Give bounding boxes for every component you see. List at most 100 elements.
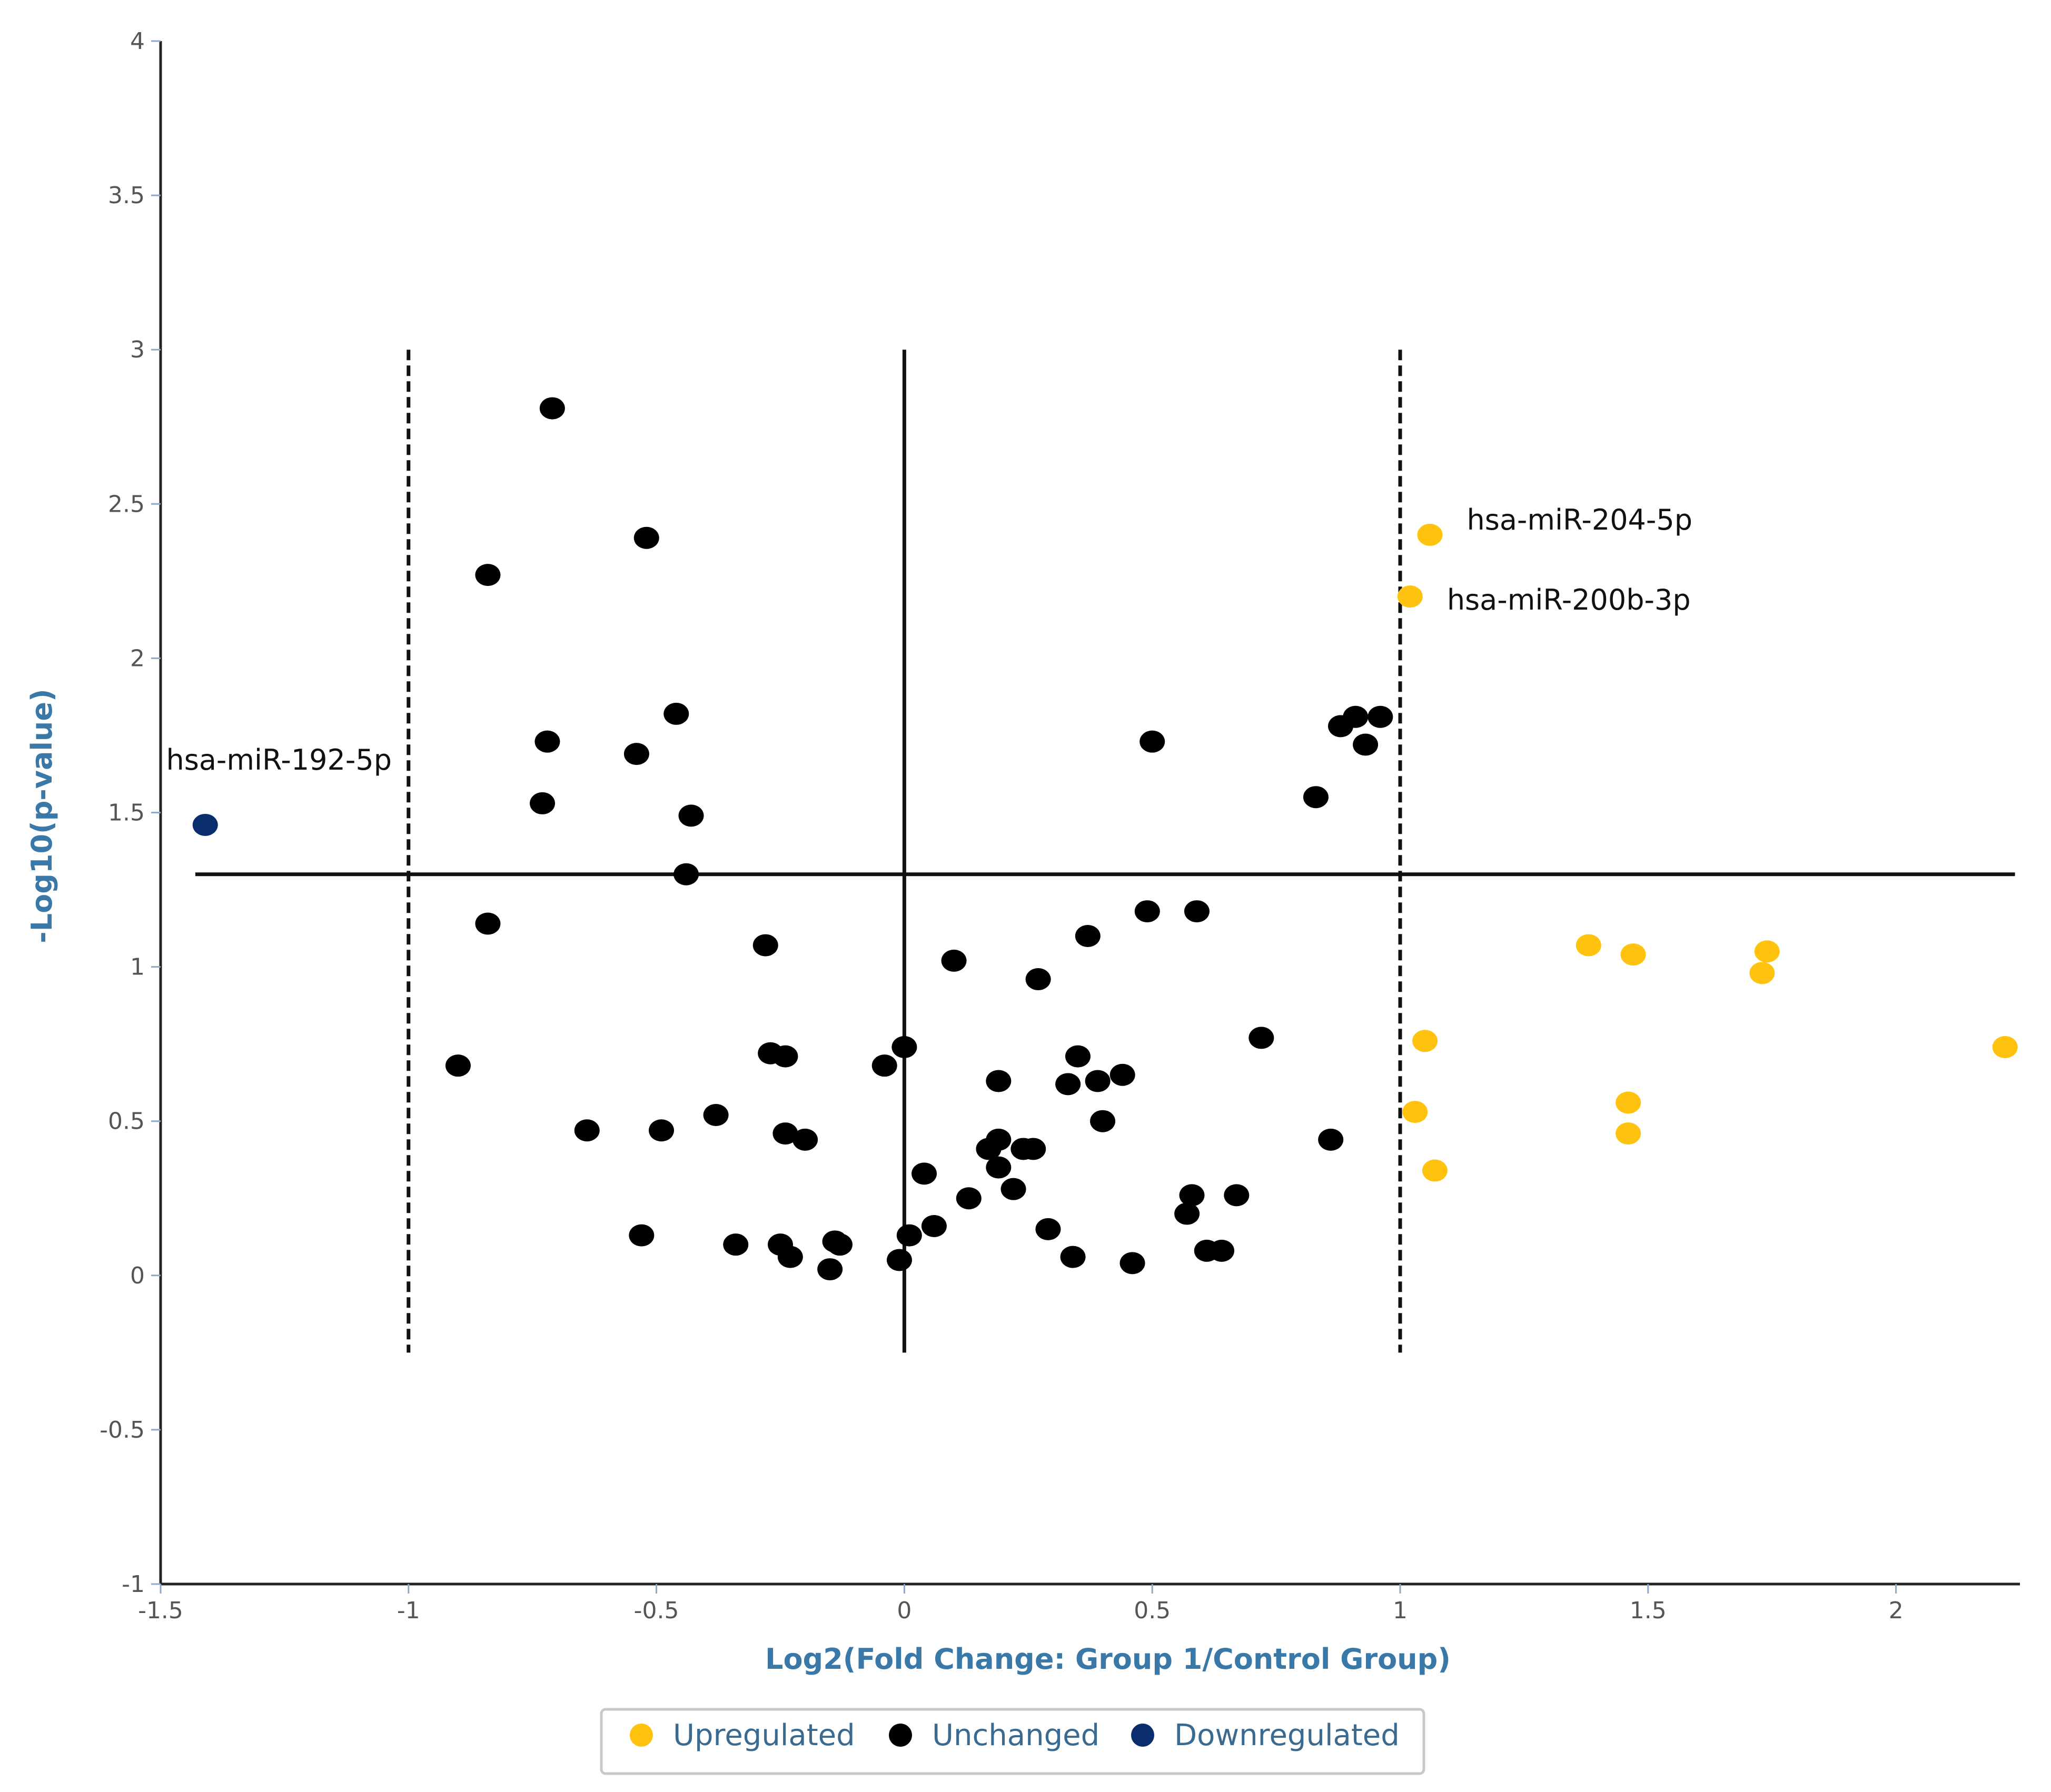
x-tick-label: 2 xyxy=(1889,1597,1904,1624)
y-axis-title: -Log10(p-value) xyxy=(25,689,58,943)
series-upregulated xyxy=(1397,523,2018,1182)
data-point xyxy=(574,1119,600,1142)
data-point xyxy=(777,1246,803,1268)
y-tick-label: 3 xyxy=(130,336,145,363)
data-point xyxy=(921,1215,947,1238)
data-point xyxy=(445,1054,471,1077)
data-point xyxy=(1368,705,1393,728)
data-point xyxy=(1134,900,1160,923)
data-point xyxy=(976,1138,1002,1160)
y-tick-label: 1 xyxy=(130,954,145,981)
data-point xyxy=(1075,924,1101,947)
data-point xyxy=(1318,1128,1344,1151)
y-tick-label: 4 xyxy=(130,28,145,55)
data-point xyxy=(1209,1239,1235,1262)
data-point xyxy=(1020,1138,1046,1160)
data-point xyxy=(986,1156,1012,1179)
legend: Upregulated Unchanged Downregulated xyxy=(600,1708,1425,1775)
legend-label: Unchanged xyxy=(932,1718,1099,1753)
data-point xyxy=(703,1103,729,1126)
data-point xyxy=(1109,1063,1135,1086)
data-point xyxy=(1184,900,1210,923)
data-point xyxy=(1174,1202,1200,1225)
data-point xyxy=(1749,962,1775,984)
data-point xyxy=(871,1054,897,1077)
legend-label: Downregulated xyxy=(1174,1718,1400,1753)
x-tick-label: 1 xyxy=(1393,1597,1408,1624)
data-point xyxy=(1060,1246,1086,1268)
data-point xyxy=(1000,1178,1026,1200)
point-annotation: hsa-miR-204-5p xyxy=(1467,503,1692,536)
y-tick-label: 2 xyxy=(130,645,145,672)
data-point xyxy=(623,743,649,765)
data-point xyxy=(1343,705,1369,728)
legend-marker xyxy=(630,1724,653,1747)
data-point xyxy=(1090,1110,1116,1132)
data-point xyxy=(1616,1091,1641,1114)
data-point xyxy=(1025,968,1051,991)
legend-items: Upregulated Unchanged Downregulated xyxy=(630,1718,1400,1753)
data-point xyxy=(678,804,704,827)
data-point xyxy=(1249,1027,1274,1049)
data-point xyxy=(827,1233,853,1256)
data-point xyxy=(1992,1036,2018,1059)
data-point xyxy=(1422,1159,1448,1182)
x-tick-label: 0 xyxy=(897,1597,911,1624)
x-tick-label: 1.5 xyxy=(1630,1597,1667,1624)
data-point xyxy=(663,702,689,725)
reference-lines xyxy=(195,350,2015,1353)
data-point xyxy=(1179,1184,1205,1207)
data-point xyxy=(752,934,778,957)
data-point xyxy=(1224,1184,1250,1207)
data-point xyxy=(475,564,501,586)
data-point xyxy=(986,1070,1012,1092)
y-tick-label: 2.5 xyxy=(108,491,145,517)
x-tick-label: -1 xyxy=(397,1597,420,1624)
legend-marker xyxy=(889,1724,912,1747)
data-point xyxy=(891,1036,917,1059)
data-point xyxy=(1412,1030,1438,1052)
data-point xyxy=(633,526,659,549)
data-point xyxy=(1119,1252,1145,1275)
x-tick-label: 0.5 xyxy=(1134,1597,1171,1624)
legend-box xyxy=(600,1708,1425,1775)
data-point xyxy=(911,1162,937,1185)
y-tick-label: -1 xyxy=(122,1571,145,1598)
data-point xyxy=(772,1045,798,1068)
data-point xyxy=(534,730,560,753)
x-tick-label: -0.5 xyxy=(634,1597,679,1624)
data-point xyxy=(817,1258,843,1281)
series-unchanged xyxy=(445,397,1393,1281)
data-point xyxy=(896,1224,922,1247)
legend-label: Upregulated xyxy=(673,1718,855,1753)
data-point xyxy=(1754,940,1780,963)
data-point xyxy=(649,1119,675,1142)
data-point xyxy=(1085,1070,1111,1092)
data-point xyxy=(1055,1073,1081,1096)
data-point xyxy=(530,792,556,814)
data-point xyxy=(539,397,565,420)
data-point xyxy=(1065,1045,1091,1068)
data-point xyxy=(941,949,967,972)
data-point xyxy=(1417,523,1443,546)
data-point xyxy=(1616,1122,1641,1145)
data-point xyxy=(1303,786,1329,809)
data-point xyxy=(1402,1101,1428,1123)
data-point xyxy=(1353,733,1379,756)
data-point xyxy=(772,1122,798,1145)
data-point xyxy=(629,1224,655,1247)
data-point xyxy=(1397,585,1423,608)
data-point xyxy=(886,1249,912,1271)
y-tick-label: 0 xyxy=(130,1262,145,1289)
data-point xyxy=(723,1233,749,1256)
y-tick-label: -0.5 xyxy=(100,1417,145,1443)
data-point xyxy=(475,912,501,935)
data-point xyxy=(1140,730,1165,753)
data-point xyxy=(956,1187,982,1210)
data-points xyxy=(192,397,2018,1281)
legend-marker xyxy=(1131,1724,1154,1747)
annotations: hsa-miR-204-5p hsa-miR-200b-3p hsa-miR-192… xyxy=(166,503,1692,776)
data-point xyxy=(673,863,699,885)
